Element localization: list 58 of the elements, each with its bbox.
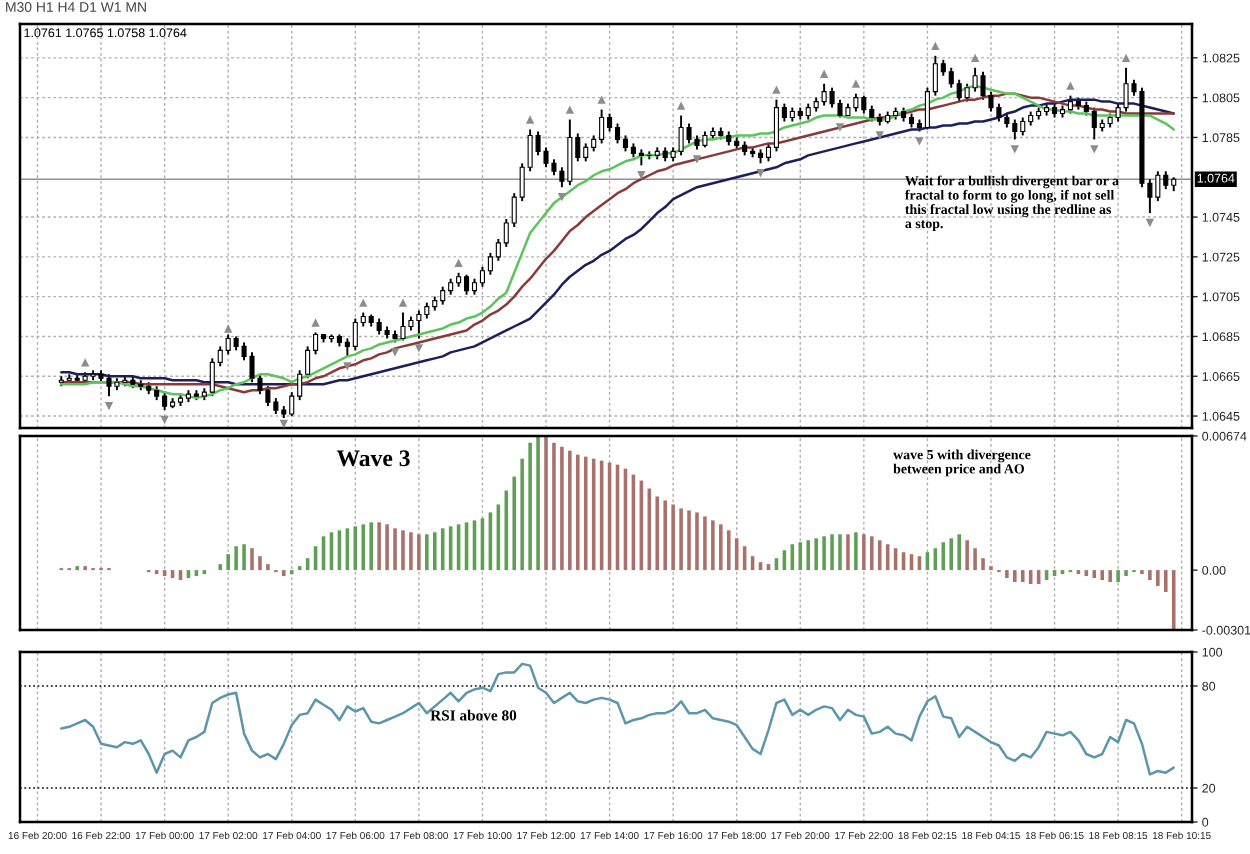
candlestick — [1012, 118, 1018, 141]
point — [1121, 53, 1131, 62]
candlestick — [599, 108, 605, 145]
candlestick — [678, 114, 684, 157]
point — [390, 348, 400, 357]
candlestick — [829, 86, 835, 109]
candlestick — [1123, 66, 1129, 113]
point — [772, 85, 781, 94]
point — [343, 362, 352, 371]
point — [525, 115, 535, 124]
candlestick — [614, 122, 621, 145]
candlestick — [249, 351, 255, 384]
candlestick — [956, 78, 962, 103]
point — [414, 344, 424, 353]
point — [279, 419, 288, 428]
point — [931, 41, 940, 51]
point — [160, 415, 169, 425]
point — [819, 69, 829, 78]
point — [875, 131, 884, 140]
candlestick — [464, 273, 470, 296]
point — [597, 95, 606, 104]
candlestick — [416, 309, 422, 340]
point — [80, 358, 90, 367]
candlestick — [821, 82, 827, 107]
annotation: Wave 3 — [336, 450, 410, 467]
candlestick — [567, 118, 573, 187]
point — [104, 401, 114, 411]
point — [851, 79, 861, 88]
point — [1090, 145, 1099, 154]
candlestick — [773, 98, 779, 153]
point — [676, 101, 686, 110]
candlestick — [209, 357, 215, 398]
candlestick — [106, 373, 112, 398]
point — [557, 192, 567, 202]
candlestick — [980, 70, 986, 101]
point — [692, 155, 702, 164]
candlestick — [1155, 170, 1161, 203]
point — [1010, 145, 1019, 154]
point — [311, 318, 320, 327]
candlestick — [265, 385, 271, 408]
point — [756, 169, 765, 178]
point — [565, 105, 575, 114]
point — [970, 53, 980, 62]
candlestick — [686, 122, 692, 145]
candlestick — [352, 317, 358, 352]
point — [835, 123, 845, 132]
point — [224, 324, 233, 333]
candlestick — [400, 311, 406, 342]
point — [1145, 218, 1155, 228]
point — [359, 298, 368, 307]
line-series — [60, 662, 1175, 776]
point — [454, 258, 463, 267]
candlestick — [225, 333, 231, 356]
point — [915, 137, 924, 146]
candlestick — [972, 66, 978, 93]
point — [398, 298, 408, 307]
point — [1066, 81, 1075, 90]
point — [637, 171, 646, 180]
